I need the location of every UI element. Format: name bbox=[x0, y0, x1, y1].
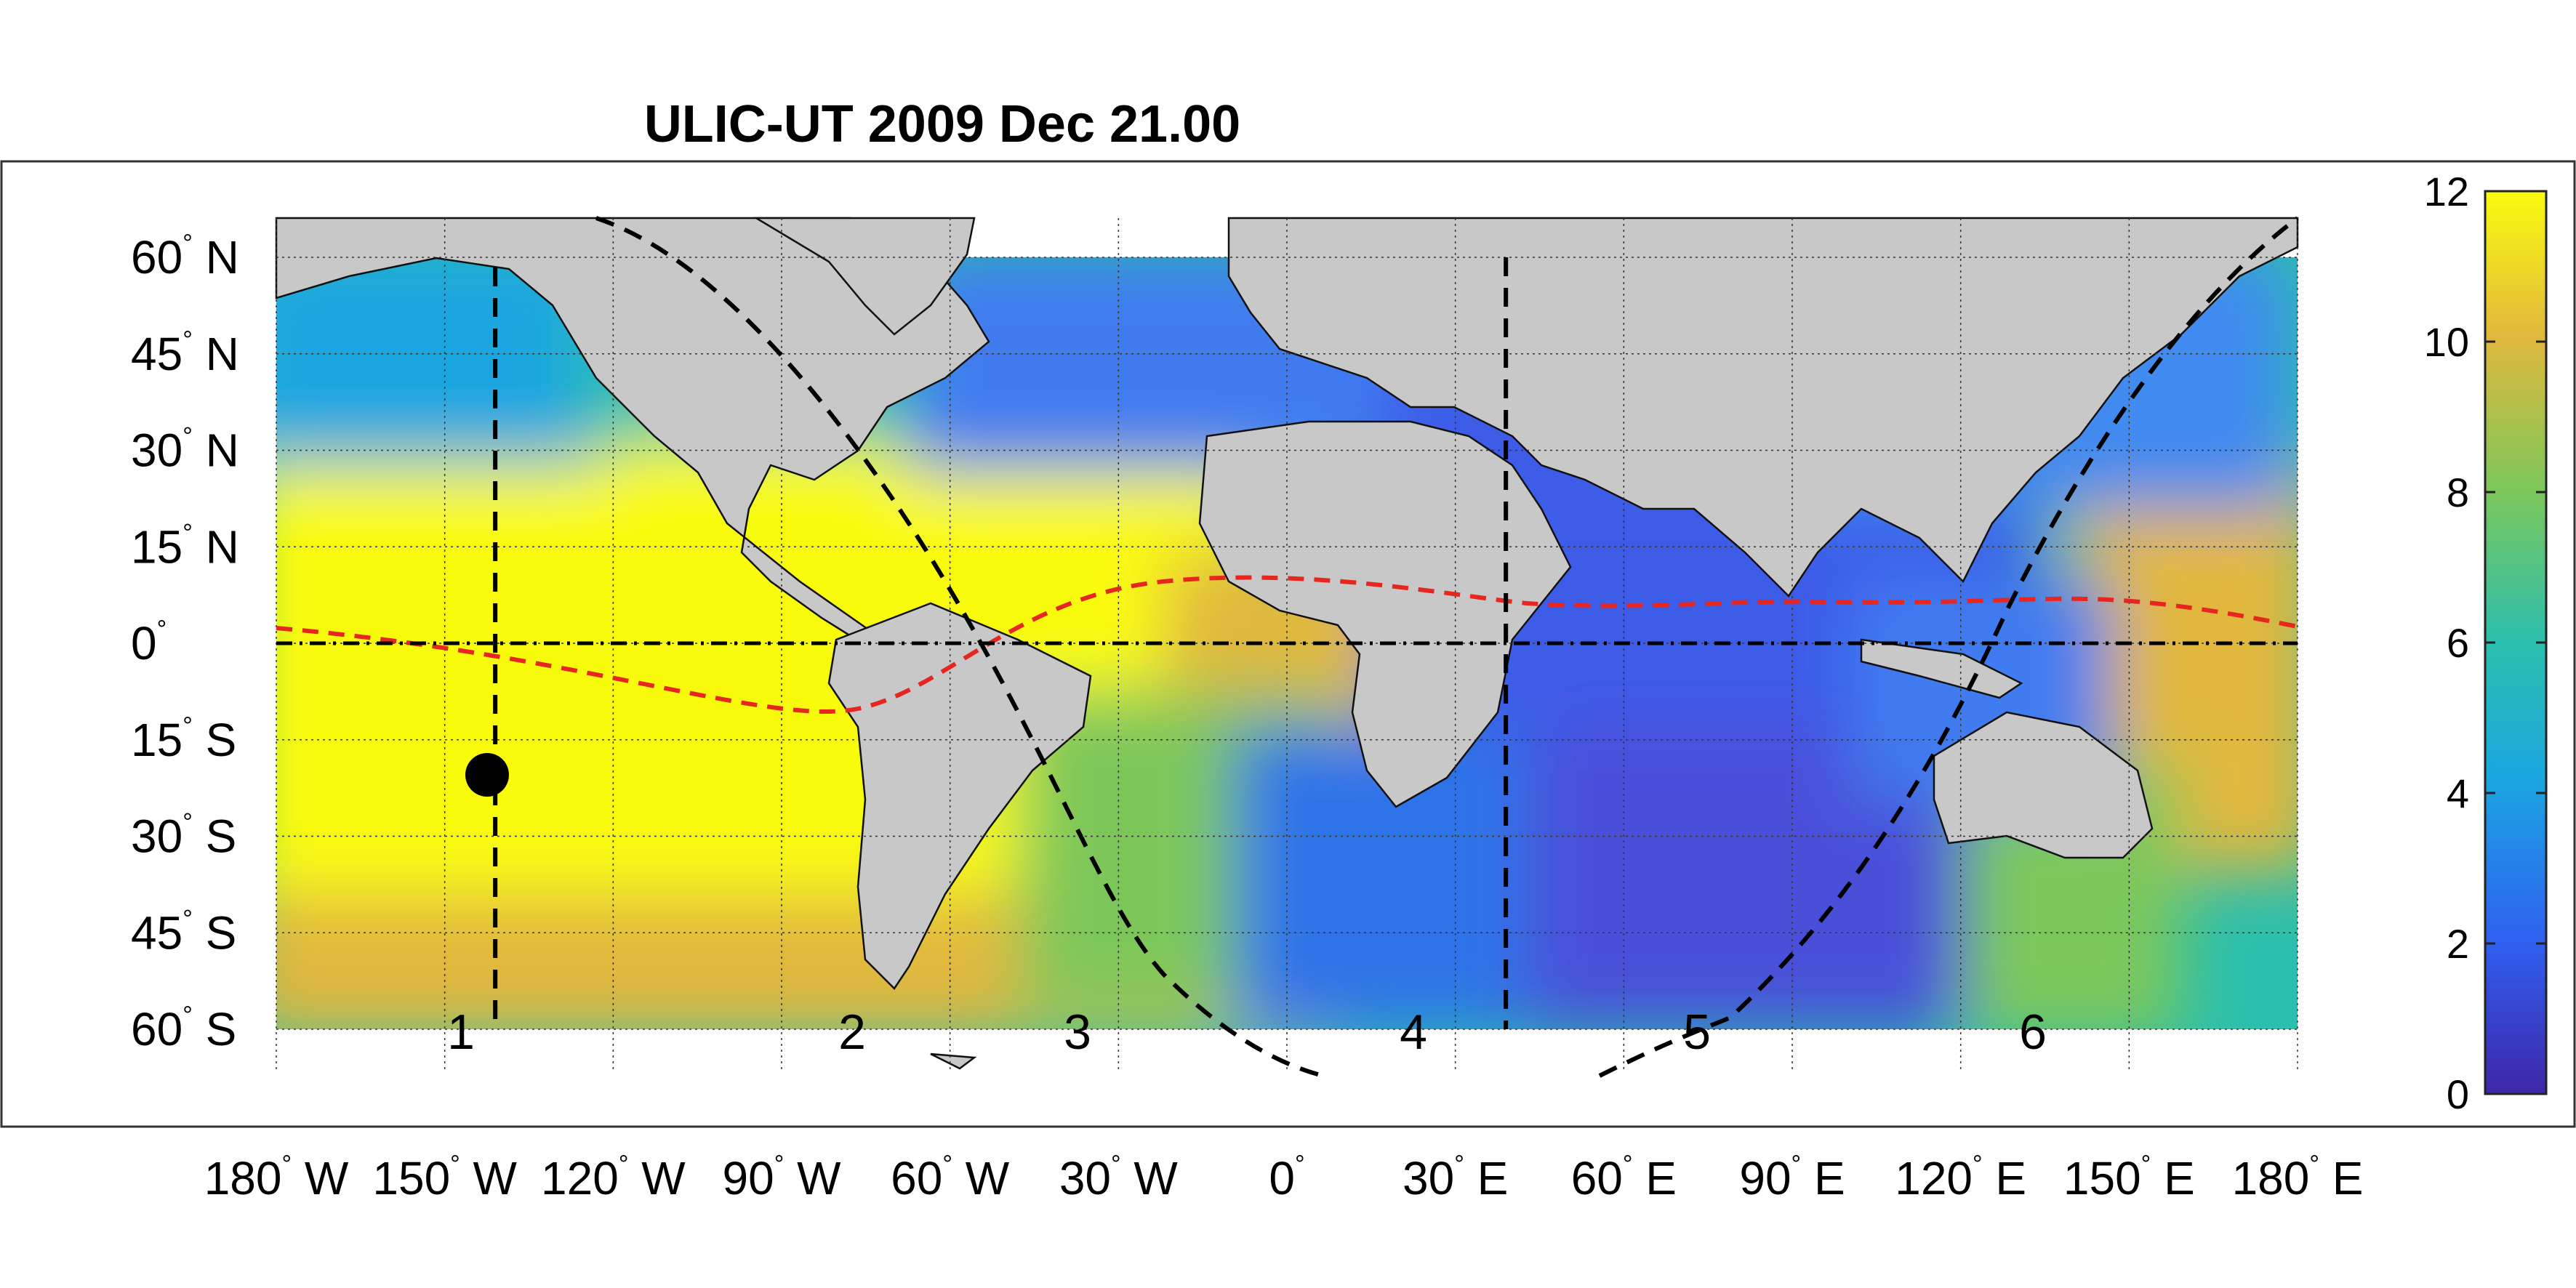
axes-frame bbox=[0, 160, 2576, 1128]
indonesia bbox=[1860, 638, 2023, 699]
subsolar-terminator-line bbox=[276, 575, 2298, 714]
latitude-label: 60° N bbox=[131, 230, 239, 283]
track-label: 1 bbox=[447, 1005, 475, 1060]
longitude-label: 30° W bbox=[1059, 1151, 1179, 1204]
antarctic-tip bbox=[930, 1052, 977, 1070]
longitude-labels: 180° W 150° W 120° W 90° W 60° W 30° W 0° 30° E… bbox=[204, 1151, 2364, 1204]
australia bbox=[1933, 711, 2154, 859]
south-america bbox=[827, 602, 1092, 990]
overlay-lines bbox=[276, 216, 2299, 1078]
longitude-label: 150° W bbox=[372, 1151, 517, 1204]
latitude-label: 45° N bbox=[131, 326, 239, 380]
colorbar-tick-label: 4 bbox=[2447, 770, 2469, 816]
longitude-label: 120° E bbox=[1895, 1151, 2026, 1204]
track-label: 5 bbox=[1683, 1005, 1711, 1060]
latitude-label: 60° S bbox=[131, 1002, 236, 1055]
track-label: 3 bbox=[1064, 1005, 1091, 1060]
longitude-label: 120° W bbox=[541, 1151, 686, 1204]
longitude-label: 90° E bbox=[1739, 1151, 1845, 1204]
latitude-label: 15° S bbox=[131, 712, 236, 766]
longitude-label: 60° E bbox=[1571, 1151, 1677, 1204]
track-labels: 1 2 3 4 5 6 bbox=[447, 1005, 2047, 1060]
longitude-label: 60° W bbox=[891, 1151, 1010, 1204]
satellite-track-5-6 bbox=[1598, 216, 2299, 1078]
colorbar-tick-label: 10 bbox=[2424, 319, 2469, 365]
map-title: ULIC-UT 2009 Dec 21.00 bbox=[644, 95, 1240, 153]
longitude-label: 30° E bbox=[1403, 1151, 1508, 1204]
africa bbox=[1198, 420, 1572, 808]
greenland bbox=[753, 217, 976, 336]
colorbar-tick-label: 8 bbox=[2447, 470, 2469, 515]
latitude-label: 45° S bbox=[131, 905, 236, 959]
colorbar-ticks: 0 2 4 6 8 10 12 bbox=[2424, 169, 2546, 1117]
colorbar-tick-label: 6 bbox=[2447, 620, 2469, 666]
latitude-labels: 60° N 45° N 30° N 15° N 0° 15° S 30° S 45° S 60°… bbox=[131, 230, 239, 1055]
colorbar-tick-label: 0 bbox=[2447, 1071, 2469, 1117]
longitude-label: 180° E bbox=[2232, 1151, 2364, 1204]
longitude-label: 0° bbox=[1269, 1151, 1304, 1204]
longitude-label: 90° W bbox=[723, 1151, 842, 1204]
longitude-label: 180° W bbox=[204, 1151, 349, 1204]
longitude-label: 150° E bbox=[2063, 1151, 2195, 1204]
latitude-label: 30° N bbox=[131, 423, 239, 477]
latitude-label: 15° N bbox=[131, 519, 239, 573]
eurasia bbox=[1227, 217, 2299, 597]
latitude-label: 30° S bbox=[131, 809, 236, 863]
track-label: 2 bbox=[838, 1005, 866, 1060]
colorbar-tick-label: 2 bbox=[2447, 921, 2469, 967]
latitude-label: 0° bbox=[131, 616, 166, 669]
colorbar-tick-label: 12 bbox=[2424, 169, 2469, 214]
track-label: 6 bbox=[2019, 1005, 2047, 1060]
track-label: 4 bbox=[1400, 1005, 1427, 1060]
subsolar-point-marker bbox=[465, 753, 509, 797]
land-layer bbox=[275, 217, 2299, 1070]
satellite-track-2-3 bbox=[595, 216, 1324, 1078]
